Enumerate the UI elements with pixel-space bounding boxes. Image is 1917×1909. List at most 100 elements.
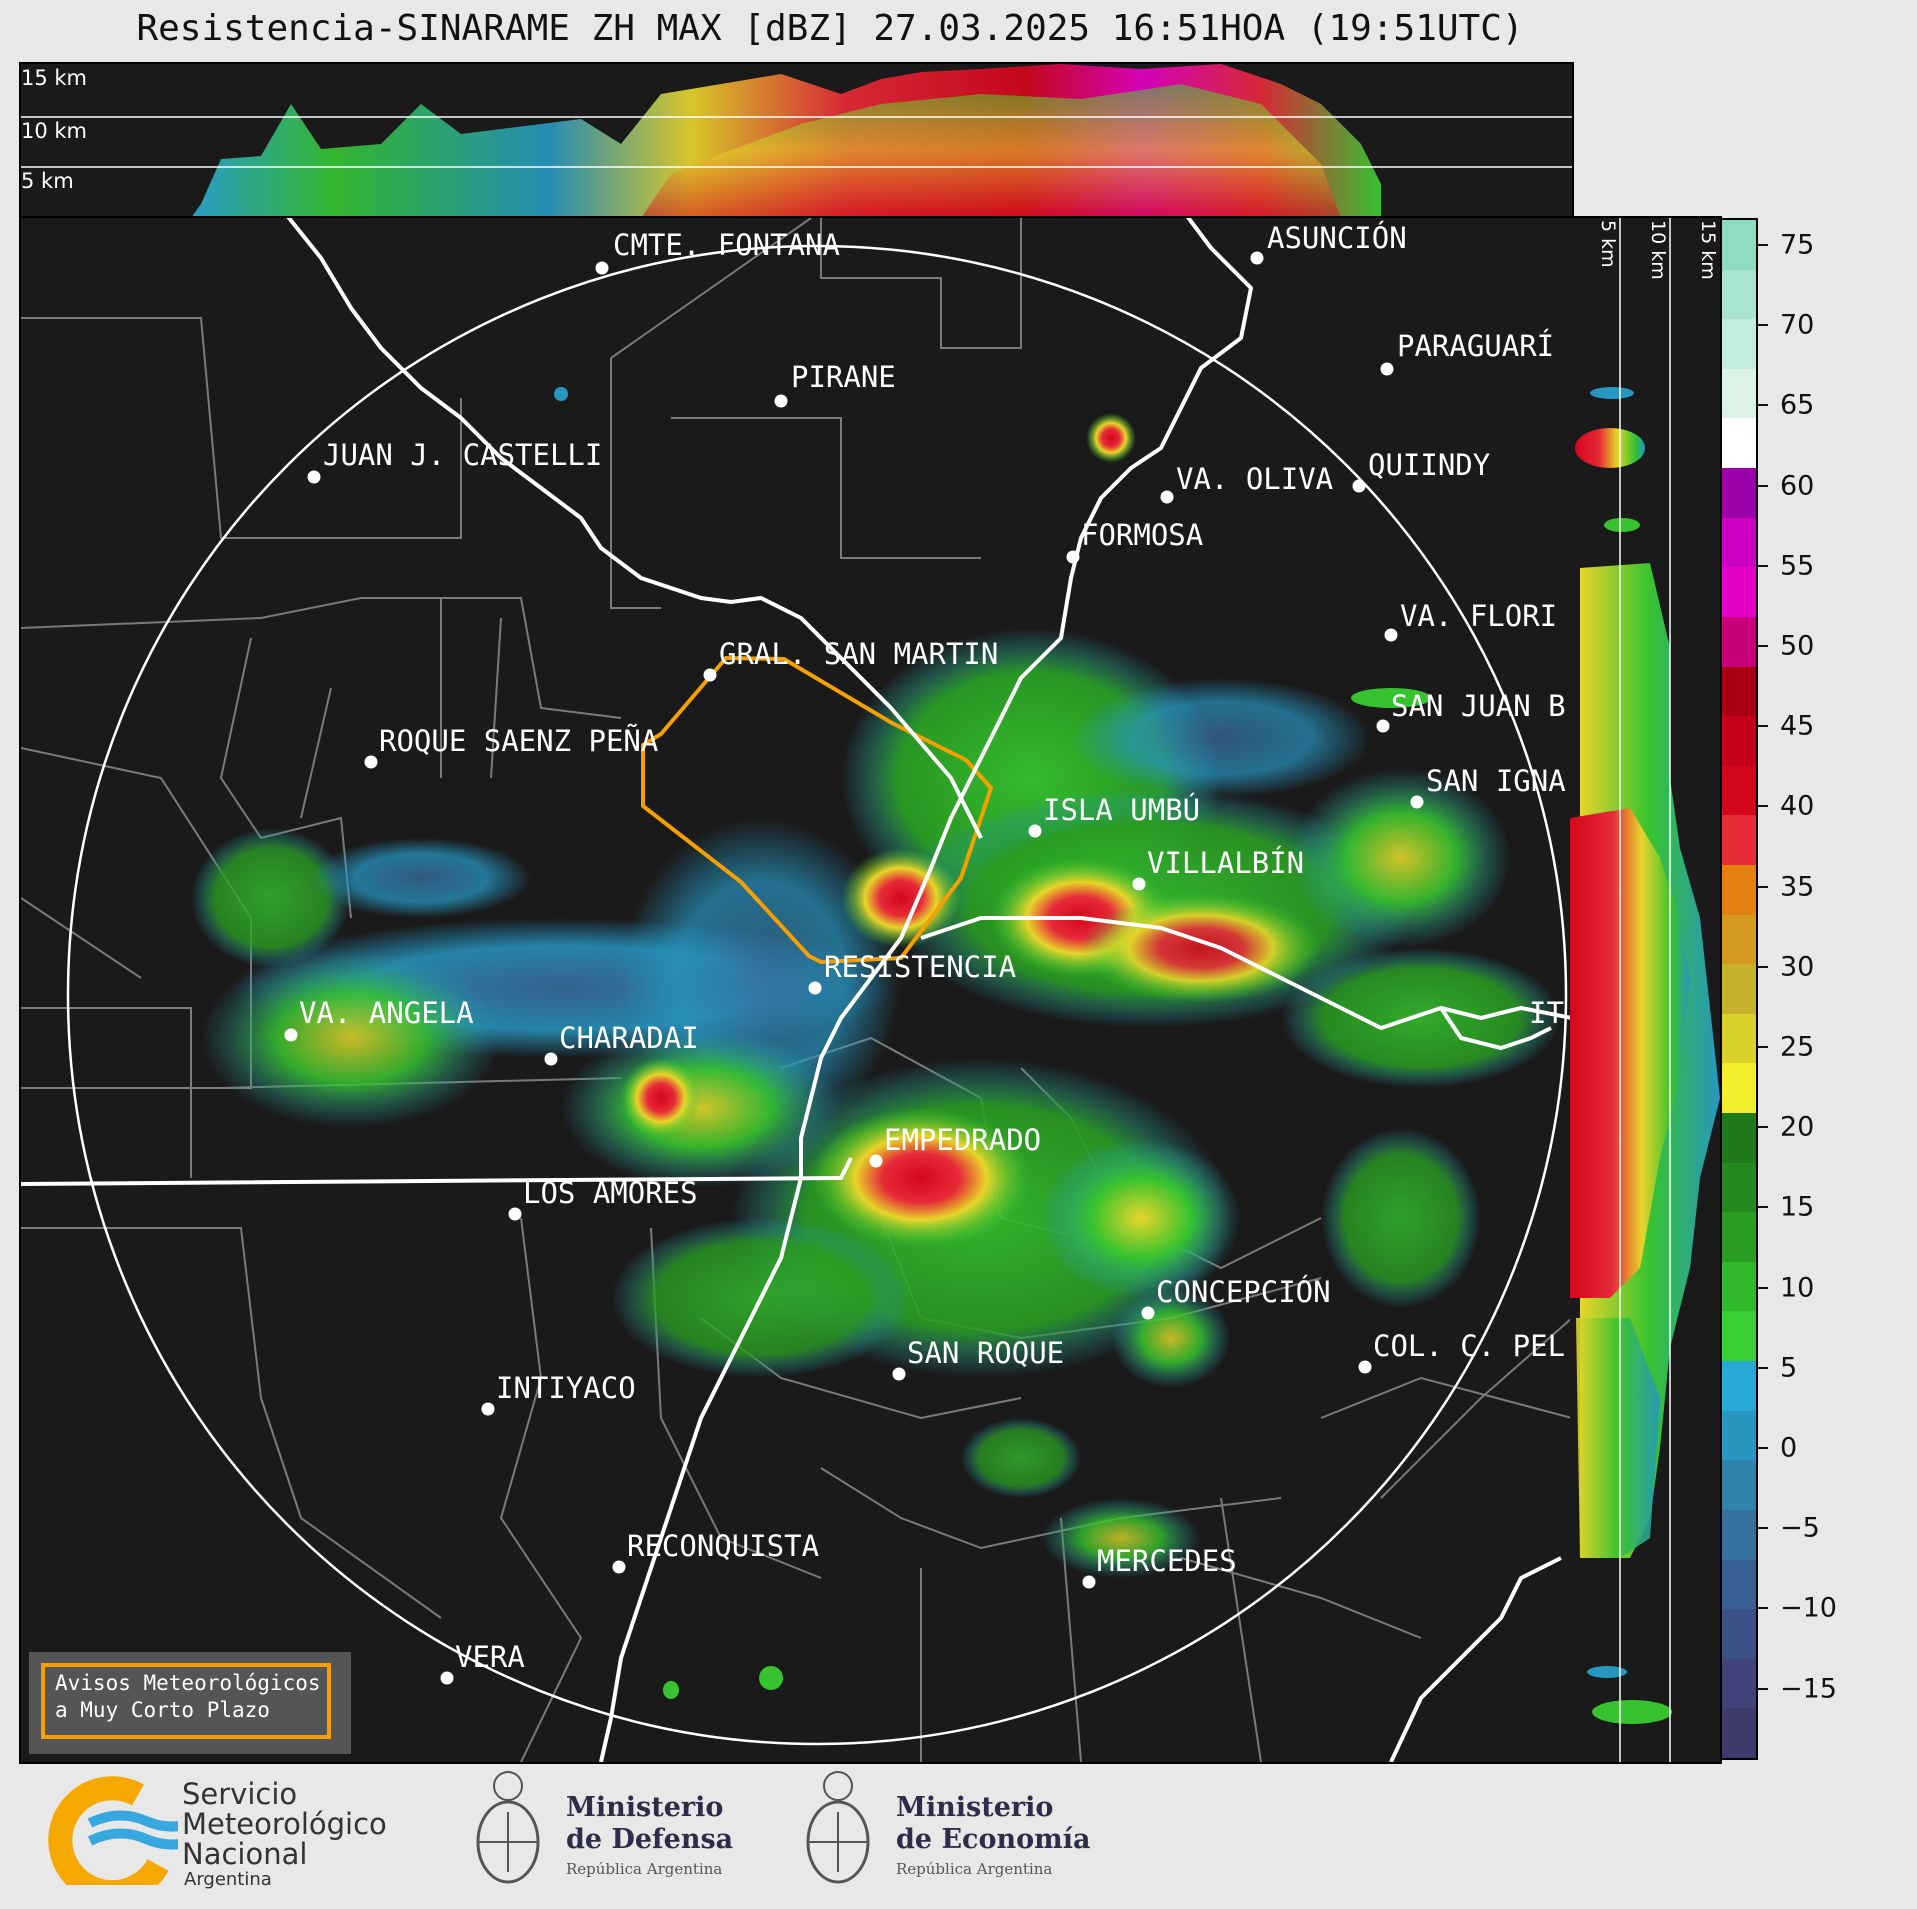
- dbz-colorbar: [1720, 218, 1758, 1760]
- colorbar-band: [1722, 1410, 1756, 1461]
- colorbar-band: [1722, 368, 1756, 419]
- top-cross-section: 15 km 10 km 5 km: [19, 62, 1574, 220]
- city-marker-formosa[interactable]: [1066, 550, 1080, 564]
- city-label-vera: VERA: [455, 1640, 525, 1674]
- city-label-va-oliva: VA. OLIVA: [1176, 462, 1334, 496]
- city-label-concepcion: CONCEPCIÓN: [1156, 1275, 1331, 1309]
- city-marker-san-juan-b[interactable]: [1376, 719, 1390, 733]
- colorbar-tick-label: 70: [1780, 309, 1815, 341]
- colorbar-tick-label: 50: [1780, 630, 1815, 662]
- colorbar-band: [1722, 1112, 1756, 1163]
- colorbar-band: [1722, 269, 1756, 320]
- radar-map[interactable]: CMTE. FONTANA ASUNCIÓN PARAGUARÍ PIRANE …: [19, 216, 1574, 1764]
- colorbar-band: [1722, 1013, 1756, 1064]
- colorbar-tick-mark: [1758, 805, 1768, 808]
- top-level-15km: 15 km: [21, 66, 88, 90]
- city-label-empedrado: EMPEDRADO: [884, 1123, 1042, 1157]
- colorbar-band: [1722, 517, 1756, 568]
- colorbar-band: [1722, 963, 1756, 1014]
- colorbar-band: [1722, 1211, 1756, 1262]
- city-marker-resistencia[interactable]: [808, 981, 822, 995]
- top-level-5km: 5 km: [21, 169, 74, 193]
- city-marker-gral-san-martin[interactable]: [703, 668, 717, 682]
- city-marker-empedrado[interactable]: [869, 1154, 883, 1168]
- colorbar-band: [1722, 1360, 1756, 1411]
- colorbar-band: [1722, 616, 1756, 667]
- city-label-gral-san-martin: GRAL. SAN MARTIN: [719, 637, 999, 671]
- coat-of-arms-icon: [476, 1771, 540, 1884]
- colorbar-tick-label: 20: [1780, 1111, 1815, 1143]
- city-marker-asuncion[interactable]: [1250, 251, 1264, 265]
- colorbar-tick-label: −5: [1780, 1512, 1820, 1544]
- city-marker-charadai[interactable]: [544, 1052, 558, 1066]
- economia-sub: República Argentina: [896, 1860, 1053, 1878]
- city-label-juan-j-castelli: JUAN J. CASTELLI: [323, 438, 603, 472]
- economia-line2: de Economía: [896, 1824, 1091, 1855]
- city-marker-cmte-fontana[interactable]: [595, 261, 609, 275]
- colorbar-tick-label: 35: [1780, 871, 1815, 903]
- city-label-quiindy: QUIINDY: [1368, 448, 1491, 482]
- colorbar-band: [1722, 220, 1756, 270]
- colorbar-tick-mark: [1758, 404, 1768, 407]
- colorbar-band: [1722, 715, 1756, 766]
- colorbar-band: [1722, 566, 1756, 617]
- city-marker-isla-umbu[interactable]: [1028, 824, 1042, 838]
- city-marker-va-flori[interactable]: [1384, 628, 1398, 642]
- colorbar-tick-label: 15: [1780, 1191, 1815, 1223]
- colorbar-tick-label: 0: [1780, 1432, 1798, 1464]
- warning-legend-box: Avisos Meteorológicos a Muy Corto Plazo: [29, 1652, 351, 1754]
- colorbar-band: [1722, 1509, 1756, 1560]
- colorbar-tick-mark: [1758, 1687, 1768, 1690]
- city-label-san-juan-b: SAN JUAN B: [1391, 689, 1566, 723]
- right-level-5km: 5 km: [1597, 220, 1619, 268]
- city-marker-paraguari[interactable]: [1380, 362, 1394, 376]
- city-label-paraguari: PARAGUARÍ: [1397, 329, 1555, 363]
- colorbar-tick-mark: [1758, 1607, 1768, 1610]
- smn-line1: Servicio: [182, 1777, 298, 1811]
- city-marker-quiindy[interactable]: [1352, 479, 1366, 493]
- city-marker-va-angela[interactable]: [284, 1028, 298, 1042]
- colorbar-band: [1722, 914, 1756, 965]
- colorbar-tick-mark: [1758, 484, 1768, 487]
- city-marker-juan-j-castelli[interactable]: [307, 470, 321, 484]
- city-label-san-igna: SAN IGNA: [1426, 764, 1566, 798]
- city-marker-san-igna[interactable]: [1410, 795, 1424, 809]
- colorbar-tick-mark: [1758, 1527, 1768, 1530]
- city-marker-san-roque[interactable]: [892, 1367, 906, 1381]
- coat-of-arms-icon: [806, 1771, 870, 1884]
- colorbar-band: [1722, 1310, 1756, 1362]
- colorbar-tick-mark: [1758, 564, 1768, 567]
- colorbar-band: [1722, 814, 1756, 865]
- city-label-mercedes: MERCEDES: [1097, 1544, 1237, 1578]
- city-marker-pirane[interactable]: [774, 394, 788, 408]
- city-marker-villalbin[interactable]: [1132, 877, 1146, 891]
- defensa-line1: Ministerio: [566, 1792, 724, 1823]
- city-label-roque-saenz-pena: ROQUE SAENZ PEÑA: [379, 724, 659, 758]
- colorbar-band: [1722, 864, 1756, 915]
- smn-logo: Servicio Meteorológico Nacional Argentin…: [48, 1775, 408, 1895]
- colorbar-tick-label: 5: [1780, 1352, 1798, 1384]
- colorbar-band: [1722, 417, 1756, 469]
- colorbar-tick-label: −15: [1780, 1673, 1837, 1705]
- smn-line4: Argentina: [184, 1869, 272, 1890]
- city-marker-los-amores[interactable]: [508, 1207, 522, 1221]
- city-marker-roque-saenz-pena[interactable]: [364, 755, 378, 769]
- colorbar-tick-mark: [1758, 645, 1768, 647]
- city-label-va-flori: VA. FLORI: [1400, 599, 1558, 633]
- defensa-sub: República Argentina: [566, 1860, 723, 1878]
- city-label-reconquista: RECONQUISTA: [627, 1529, 820, 1563]
- warning-legend-line2: a Muy Corto Plazo: [55, 1698, 270, 1722]
- city-marker-col-c-pel[interactable]: [1358, 1360, 1372, 1374]
- city-marker-vera[interactable]: [440, 1671, 454, 1685]
- city-marker-concepcion[interactable]: [1141, 1306, 1155, 1320]
- colorbar-band: [1722, 1062, 1756, 1114]
- city-marker-mercedes[interactable]: [1082, 1575, 1096, 1589]
- city-marker-intiyaco[interactable]: [481, 1402, 495, 1416]
- city-marker-reconquista[interactable]: [612, 1560, 626, 1574]
- smn-emblem-icon: [48, 1776, 178, 1885]
- colorbar-tick-mark: [1758, 725, 1768, 728]
- city-label-intiyaco: INTIYACO: [496, 1371, 636, 1405]
- ministerio-economia-logo: Ministerio de Economía República Argenti…: [800, 1762, 1120, 1902]
- city-marker-va-oliva[interactable]: [1160, 490, 1174, 504]
- smn-line3: Nacional: [182, 1837, 308, 1871]
